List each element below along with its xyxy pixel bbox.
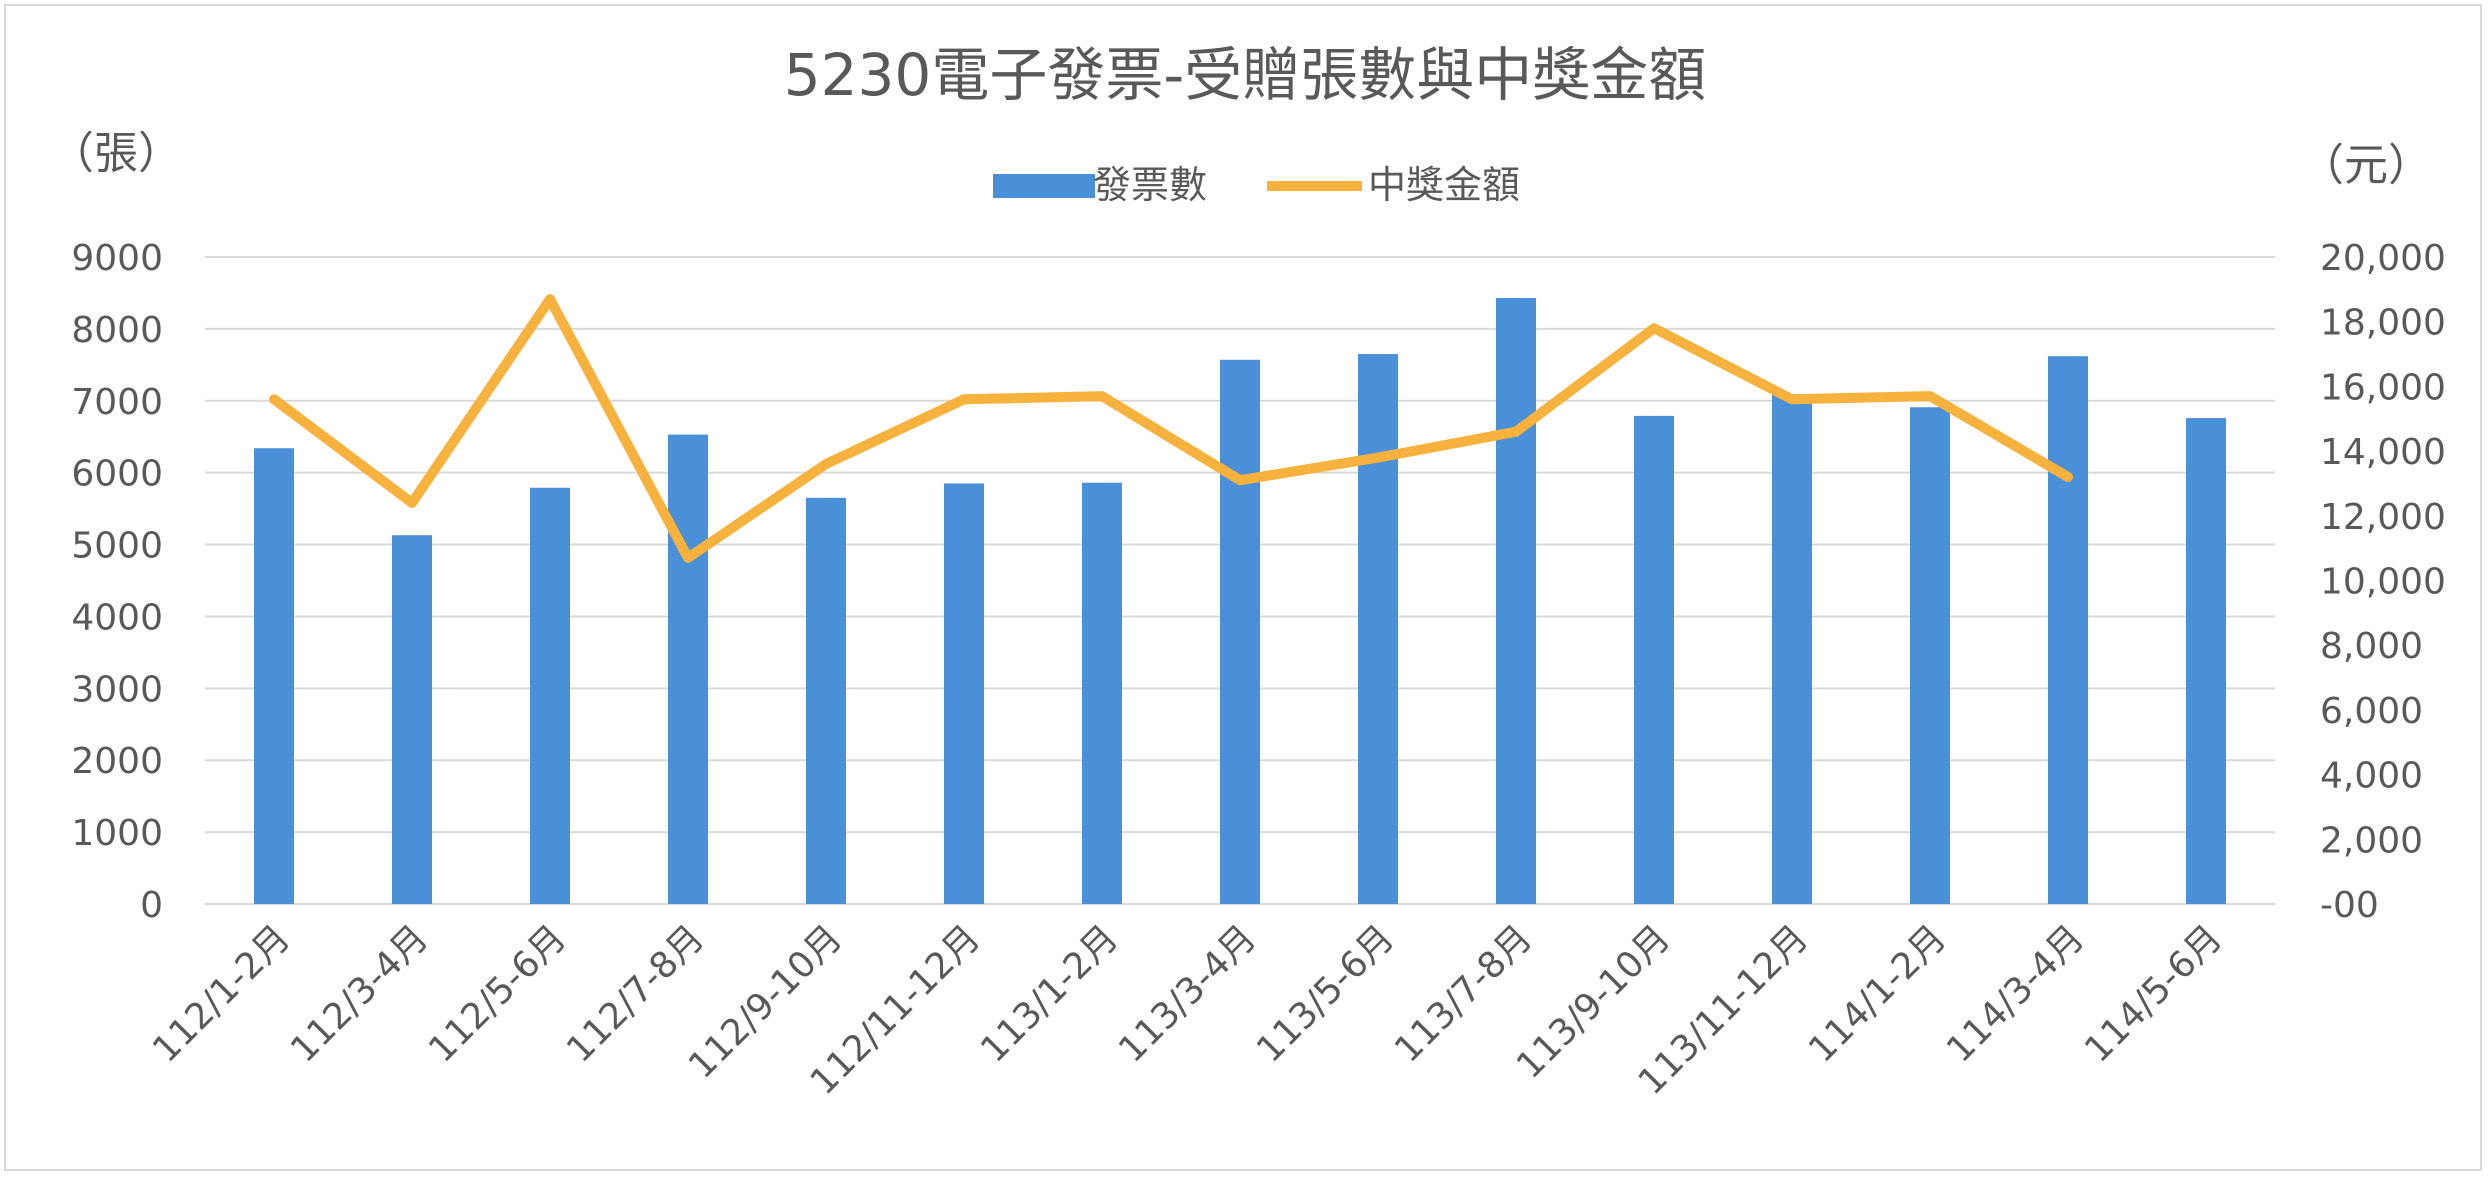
right-axis-tick-label: 4,000 <box>2320 756 2423 797</box>
left-axis-tick-label: 7000 <box>71 382 163 423</box>
right-axis-tick-label: 14,000 <box>2320 432 2446 473</box>
left-axis-ticks: 0 1000 2000 3000 4000 5000 6000 7000 8000 9000 <box>71 238 163 926</box>
left-axis-unit: （張） <box>50 128 182 179</box>
bar <box>1496 297 1536 904</box>
bar <box>392 535 432 904</box>
bar <box>254 448 294 904</box>
category-tick-label: 113/3-4月 <box>1111 917 1264 1070</box>
bar <box>1772 394 1812 904</box>
left-axis-tick-label: 3000 <box>71 669 163 710</box>
left-axis-tick-label: 6000 <box>71 454 163 495</box>
right-axis-tick-label: -00 <box>2320 885 2379 926</box>
right-axis-tick-label: 2,000 <box>2320 820 2423 861</box>
line-series <box>269 294 2073 563</box>
chart-title: 5230電子發票-受贈張數與中獎金額 <box>784 41 1707 109</box>
left-axis-tick-label: 8000 <box>71 310 163 351</box>
bar <box>530 487 570 904</box>
bar <box>2186 418 2226 904</box>
legend: 發票數 中獎金額 <box>993 163 1520 207</box>
category-tick-label: 114/1-2月 <box>1801 917 1954 1070</box>
left-axis-tick-label: 1000 <box>71 813 163 854</box>
category-tick-label: 112/5-6月 <box>421 917 574 1070</box>
right-axis-unit: （元） <box>2300 140 2432 191</box>
bar <box>1082 482 1122 904</box>
left-axis-tick-label: 2000 <box>71 741 163 782</box>
category-tick-label: 112/7-8月 <box>559 917 712 1070</box>
bar <box>944 483 984 904</box>
category-tick-label: 113/7-8月 <box>1387 917 1540 1070</box>
bar <box>2048 356 2088 904</box>
right-axis-tick-label: 8,000 <box>2320 626 2423 667</box>
bar <box>1220 359 1260 904</box>
right-axis-tick-label: 20,000 <box>2320 238 2446 279</box>
category-tick-label: 114/5-6月 <box>2077 917 2230 1070</box>
right-axis-tick-label: 18,000 <box>2320 303 2446 344</box>
category-axis-ticks: 112/1-2月112/3-4月112/5-6月112/7-8月112/9-10… <box>145 917 2230 1103</box>
left-axis-tick-label: 0 <box>140 885 163 926</box>
legend-label-line: 中獎金額 <box>1368 163 1520 207</box>
bar <box>1634 415 1674 904</box>
right-axis-ticks: -00 2,000 4,000 6,000 8,000 10,000 12,000 14,00… <box>2320 238 2446 926</box>
bar <box>1358 354 1398 904</box>
bar-series <box>254 297 2226 904</box>
legend-label-bar: 發票數 <box>1093 163 1207 207</box>
bar <box>806 497 846 904</box>
legend-swatch-bar <box>993 174 1095 198</box>
left-axis-tick-label: 5000 <box>71 526 163 567</box>
bar <box>668 434 708 904</box>
category-tick-label: 113/5-6月 <box>1249 917 1402 1070</box>
right-axis-tick-label: 16,000 <box>2320 367 2446 408</box>
right-axis-tick-label: 10,000 <box>2320 562 2446 603</box>
category-tick-label: 113/1-2月 <box>973 917 1126 1070</box>
series-line <box>269 294 2073 563</box>
category-tick-label: 112/1-2月 <box>145 917 298 1070</box>
category-tick-label: 112/3-4月 <box>283 917 436 1070</box>
right-axis-tick-label: 6,000 <box>2320 691 2423 732</box>
left-axis-tick-label: 9000 <box>71 238 163 279</box>
right-axis-tick-label: 12,000 <box>2320 497 2446 538</box>
bar <box>1910 407 1950 904</box>
category-tick-label: 114/3-4月 <box>1939 917 2092 1070</box>
left-axis-tick-label: 4000 <box>71 597 163 638</box>
